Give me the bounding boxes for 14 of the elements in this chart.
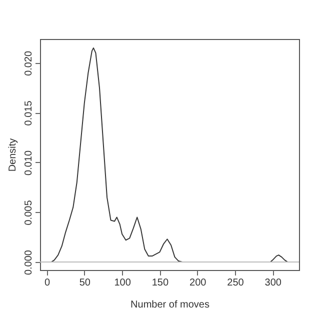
y-tick-label: 0.015 xyxy=(24,100,34,126)
x-tick-label: 0 xyxy=(44,278,50,288)
y-axis-title: Density xyxy=(8,138,18,172)
x-axis-title: Number of moves xyxy=(130,300,210,310)
x-tick-label: 300 xyxy=(264,278,282,288)
x-tick-label: 100 xyxy=(114,278,132,288)
x-tick-label: 50 xyxy=(79,278,91,288)
y-tick-label: 0.000 xyxy=(24,250,34,276)
x-tick-label: 150 xyxy=(152,278,169,288)
y-tick-label: 0.005 xyxy=(24,200,34,226)
x-tick-label: 250 xyxy=(227,278,244,288)
y-tick-label: 0.010 xyxy=(24,150,34,176)
y-tick-label: 0.020 xyxy=(24,50,34,76)
x-tick-label: 200 xyxy=(190,278,207,288)
